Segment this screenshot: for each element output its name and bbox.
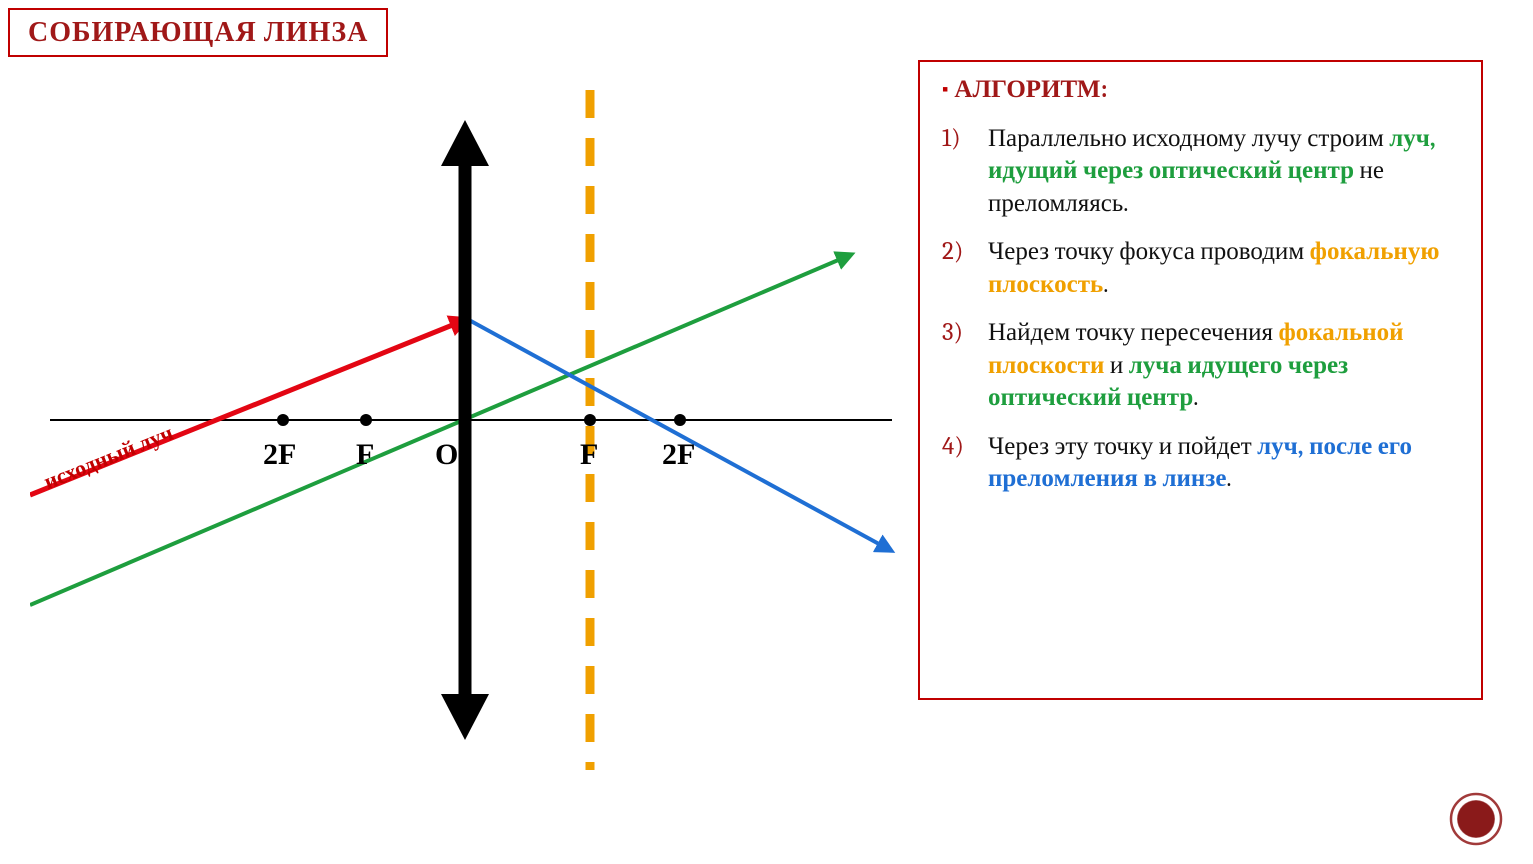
step-text: . <box>1103 270 1108 299</box>
algorithm-header-label: АЛГОРИТМ: <box>954 75 1107 104</box>
page-title: СОБИРАЮЩАЯ ЛИНЗА <box>8 8 388 57</box>
axis-label-O: O <box>435 438 458 472</box>
algorithm-header: ▪ АЛГОРИТМ: <box>942 74 1459 107</box>
lens-diagram: исходный луч OF2FF2F <box>30 80 900 780</box>
algorithm-list: Параллельно исходному лучу строим луч, и… <box>942 123 1459 496</box>
algorithm-step: Параллельно исходному лучу строим луч, и… <box>942 123 1459 221</box>
algorithm-step: Через эту точку и пойдет луч, после его … <box>942 431 1459 496</box>
algorithm-step: Через точку фокуса проводим фокальную пл… <box>942 236 1459 301</box>
axis-label-2F_left: 2F <box>263 438 296 472</box>
step-text: и <box>1104 351 1128 380</box>
axis-label-F_right: F <box>580 438 598 472</box>
axis-label-F_left: F <box>356 438 374 472</box>
algorithm-step: Найдем точку пересечения фокальной плоск… <box>942 317 1459 415</box>
step-text: Параллельно исходному лучу строим <box>988 124 1389 153</box>
step-text: Через эту точку и пойдет <box>988 432 1257 461</box>
step-text: Найдем точку пересечения <box>988 318 1278 347</box>
axis-label-2F_right: 2F <box>662 438 695 472</box>
decor-medallion-icon <box>1449 792 1503 846</box>
step-text: . <box>1193 383 1198 412</box>
bullet-icon: ▪ <box>942 79 948 100</box>
algorithm-panel: ▪ АЛГОРИТМ: Параллельно исходному лучу ст… <box>918 60 1483 700</box>
step-text: Через точку фокуса проводим <box>988 237 1310 266</box>
step-text: . <box>1226 464 1231 493</box>
